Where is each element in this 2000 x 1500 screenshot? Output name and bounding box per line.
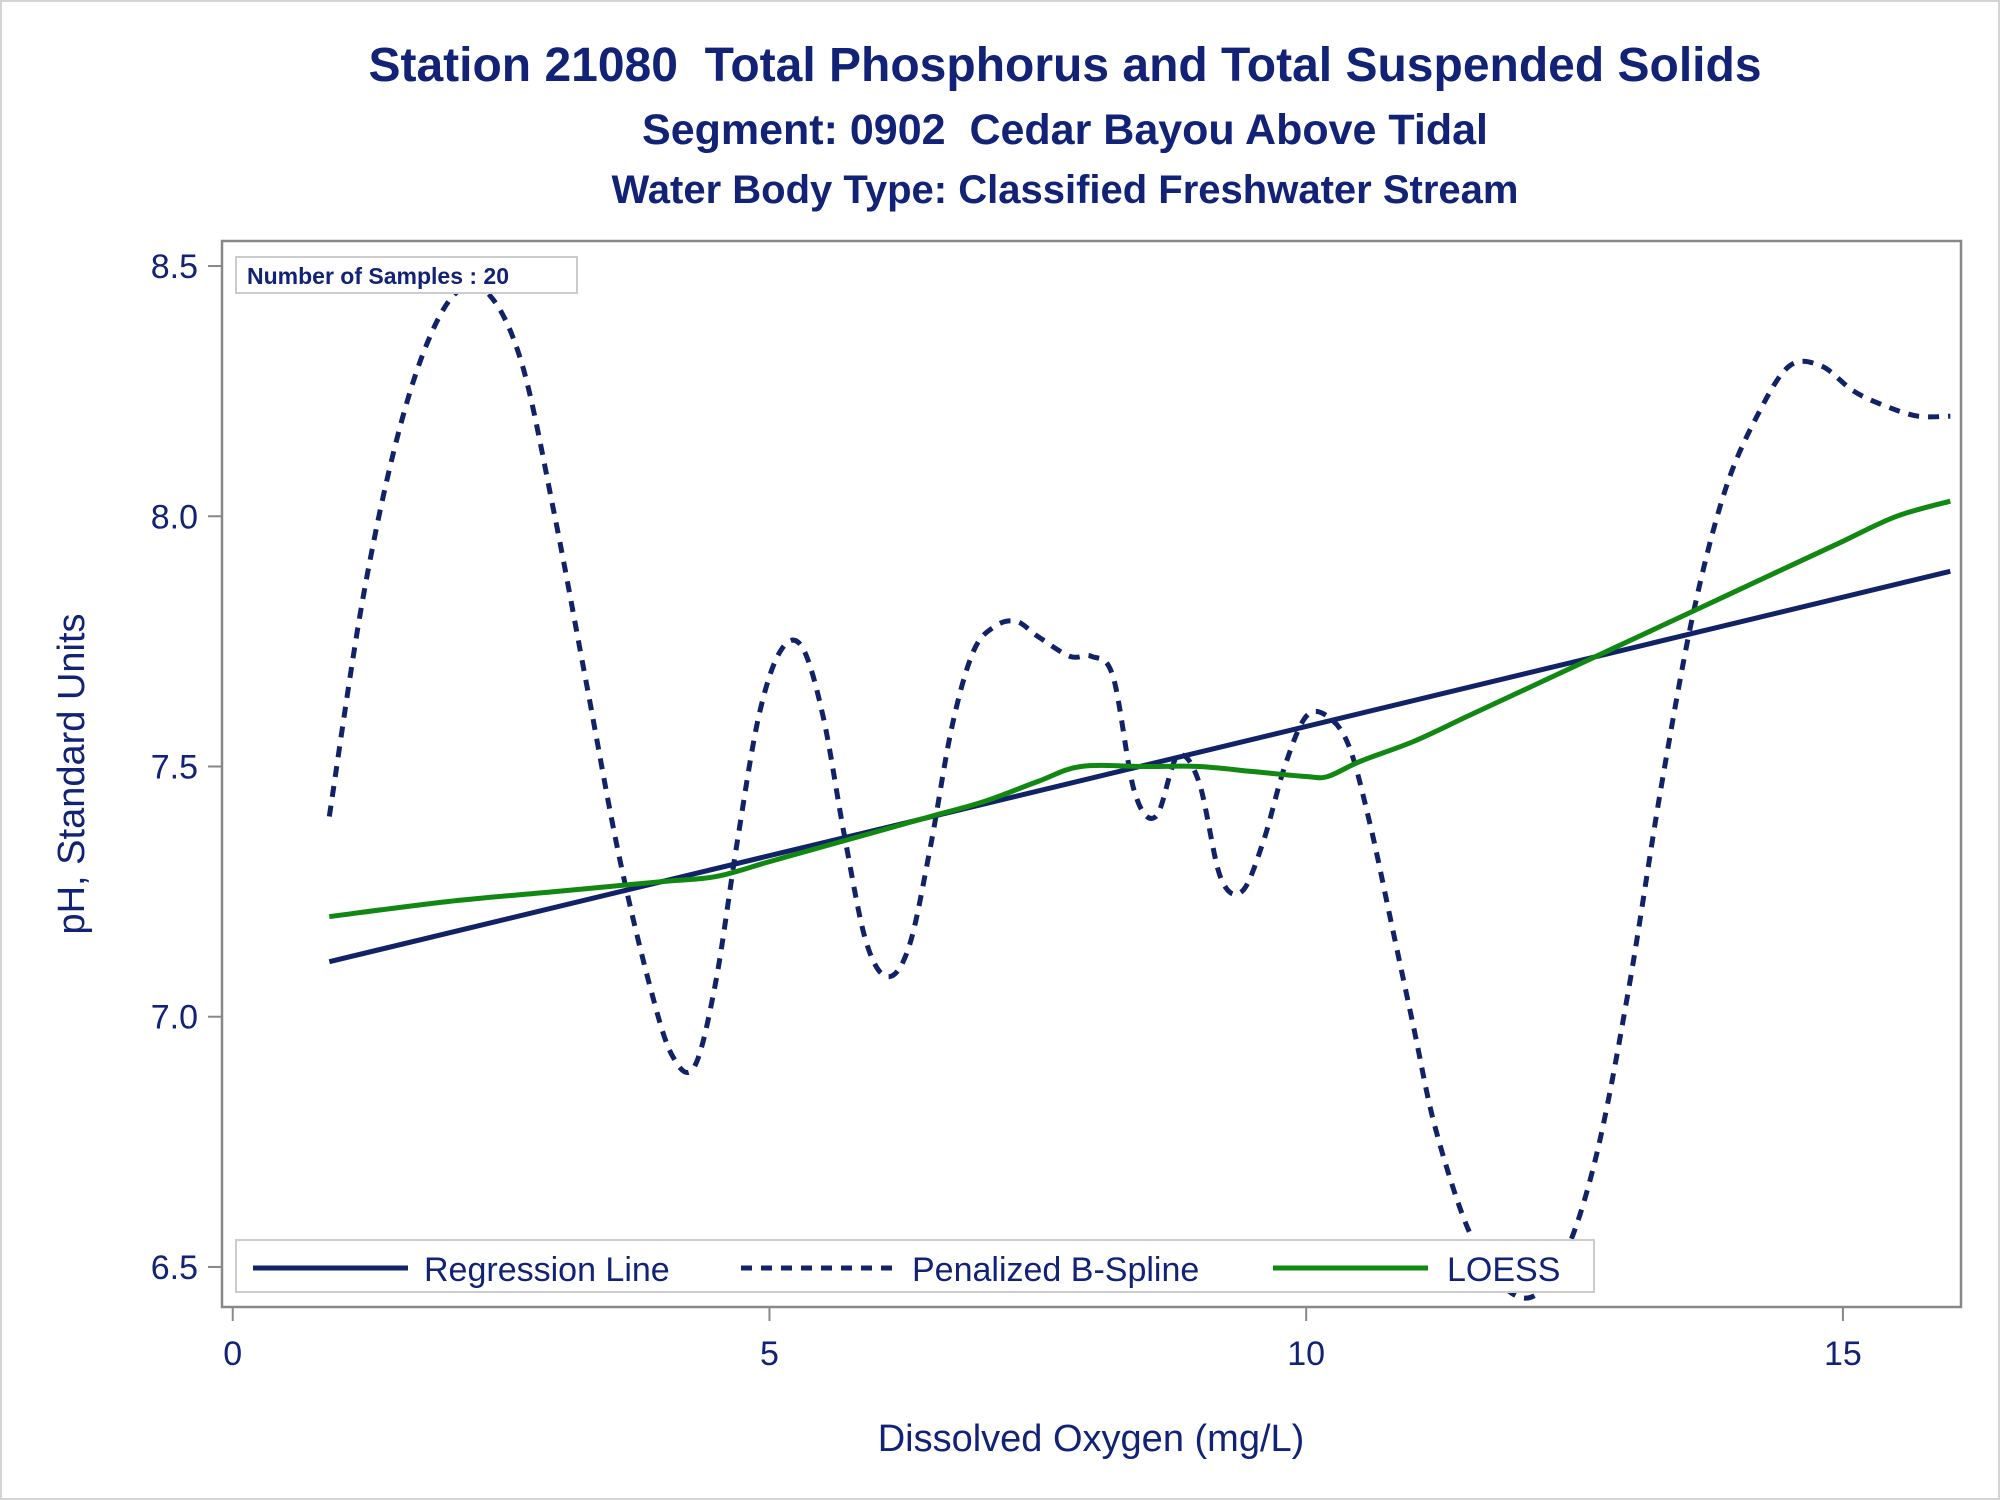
x-tick-label: 5 [760,1335,779,1373]
y-tick-label: 6.5 [151,1249,198,1287]
chart-subtitle-waterbody: Water Body Type: Classified Freshwater S… [611,168,1519,212]
y-tick-label: 7.5 [151,748,198,786]
axis-layer: 0 5 10 15 6.5 7.0 7.5 8.0 8.5 [151,248,1862,1373]
legend: Regression Line Penalized B-Spline LOESS [235,1239,1595,1293]
chart-title: Station 21080 Total Phosphorus and Total… [368,39,1762,92]
y-tick-label: 7.0 [151,999,198,1037]
legend-label-loess: LOESS [1447,1251,1560,1289]
sample-count-label: Number of Samples : 20 [247,263,509,289]
plot-area [220,239,1963,1309]
x-tick-label: 10 [1287,1335,1325,1373]
y-axis-label: pH, Standard Units [51,613,93,934]
loess-curve [328,498,1951,920]
sample-count-box [235,256,578,294]
y-tick-label: 8.0 [151,498,198,536]
legend-label-bspline: Penalized B-Spline [912,1251,1199,1289]
series-layer [326,283,1951,1301]
x-axis-label: Dissolved Oxygen (mg/L) [878,1418,1305,1460]
x-tick-label: 0 [223,1335,242,1373]
penalized-b-spline [326,283,1951,1301]
x-tick-label: 15 [1824,1335,1862,1373]
y-tick-label: 8.5 [151,248,198,286]
chart-subtitle-segment: Segment: 0902 Cedar Bayou Above Tidal [642,106,1488,154]
legend-label-regression: Regression Line [424,1251,670,1289]
